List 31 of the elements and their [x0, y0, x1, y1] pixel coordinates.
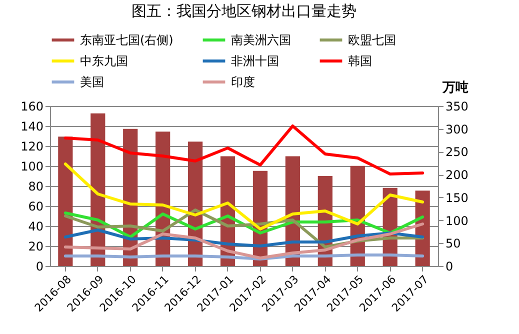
y-tick-label: 40: [28, 220, 44, 234]
y-tick-label: 80: [28, 180, 44, 194]
y-tick-label: 100: [20, 160, 44, 174]
line-series: [64, 222, 424, 260]
y2-tick-label: 150: [446, 190, 468, 205]
legend-label: 美国: [80, 75, 104, 89]
legend-label: 非洲十国: [231, 54, 279, 68]
y2-tick-label: 300: [446, 122, 468, 136]
y-tick-label: 120: [20, 140, 44, 154]
y2-tick-label: 50: [446, 236, 461, 251]
y2-tick-label: 350: [446, 100, 468, 114]
y2-tick-label: 200: [446, 168, 468, 182]
y-tick-label: 20: [28, 240, 44, 254]
y-tick-label: 160: [20, 100, 44, 114]
y2-tick-label: 100: [446, 214, 468, 228]
line-series: [64, 124, 424, 176]
y-tick-label: 60: [28, 200, 44, 214]
legend-label: 中东九国: [80, 54, 128, 68]
y2-axis-title: 万吨: [442, 80, 468, 96]
legend-label: 东南亚七国(右侧): [80, 33, 174, 47]
line-series: [64, 228, 424, 248]
legend-label: 欧盟七国: [348, 33, 396, 47]
line-series: [64, 162, 424, 230]
y-tick-label: 0: [36, 260, 44, 274]
y-tick-label: 140: [20, 120, 44, 134]
y2-tick-label: 250: [446, 145, 468, 160]
y2-tick-label: 0: [446, 260, 454, 274]
legend-label: 韩国: [348, 54, 372, 68]
legend-label: 南美洲六国: [231, 33, 291, 47]
legend-label: 印度: [231, 75, 255, 89]
chart-title: 图五：我国分地区钢材出口量走势: [132, 2, 356, 20]
